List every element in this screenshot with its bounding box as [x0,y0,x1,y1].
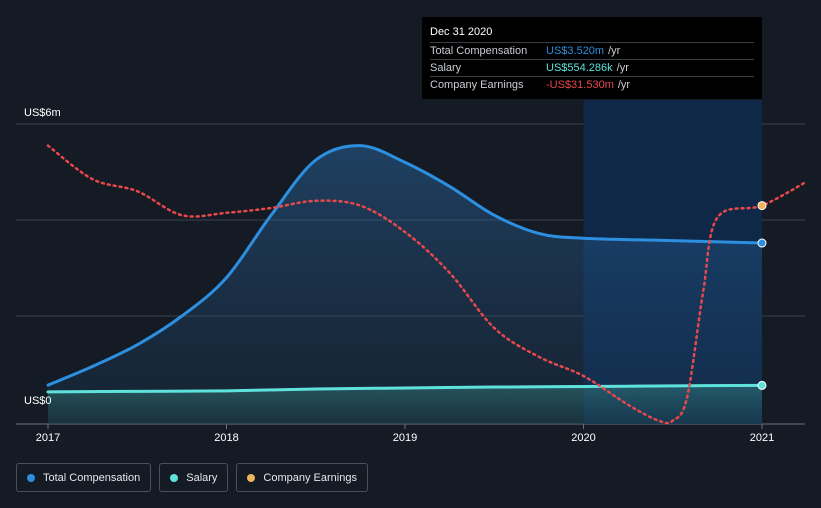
salary-area [48,385,762,424]
tooltip-label: Company Earnings [430,79,524,91]
tooltip: Dec 31 2020 Total Compensation US$3.520m /… [422,17,762,99]
legend-item-company-earnings[interactable]: Company Earnings [236,463,368,492]
x-tick-label: 2020 [571,432,595,444]
company-earnings-point[interactable] [757,201,767,211]
tooltip-value: -US$31.530m [546,79,614,91]
legend-dot-icon [170,473,179,482]
total-compensation-point[interactable] [757,238,767,248]
legend-label: Total Compensation [43,471,141,484]
tooltip-value: US$554.286k [546,62,613,74]
tooltip-value: US$3.520m [546,45,605,57]
total-compensation-area [48,145,762,424]
tooltip-row: Company Earnings -US$31.530m/yr [430,76,754,93]
y-tick-label: US$6m [24,107,61,119]
legend-label: Salary [186,471,218,484]
x-tick-label: 2017 [36,432,60,444]
tooltip-label: Total Compensation [430,45,528,57]
tooltip-unit: /yr [608,45,621,57]
tooltip-unit: /yr [616,62,629,74]
legend-item-total-compensation[interactable]: Total Compensation [16,463,152,492]
compensation-chart: US$0 US$6m 2017 2018 2019 2020 2021 [16,100,808,444]
tooltip-row: Salary US$554.286k/yr [430,59,754,76]
salary-point[interactable] [757,380,767,390]
company-earnings-line [46,144,808,425]
x-tick-label: 2021 [750,432,774,444]
legend-label: Company Earnings [263,471,357,484]
x-tick-label: 2019 [393,432,417,444]
legend-dot-icon [247,473,256,482]
y-tick-label: US$0 [24,395,52,407]
tooltip-unit: /yr [617,79,631,91]
x-tick-label: 2018 [214,432,238,444]
legend-dot-icon [27,473,35,482]
salary-line [46,383,764,394]
legend: Total Compensation Salary Company Earnings [16,463,368,492]
tooltip-date: Dec 31 2020 [430,26,493,38]
legend-item-salary[interactable]: Salary [159,463,229,492]
total-compensation-line [46,144,764,387]
tooltip-row: Total Compensation US$3.520m/yr [430,42,754,59]
tooltip-label: Salary [430,62,462,74]
